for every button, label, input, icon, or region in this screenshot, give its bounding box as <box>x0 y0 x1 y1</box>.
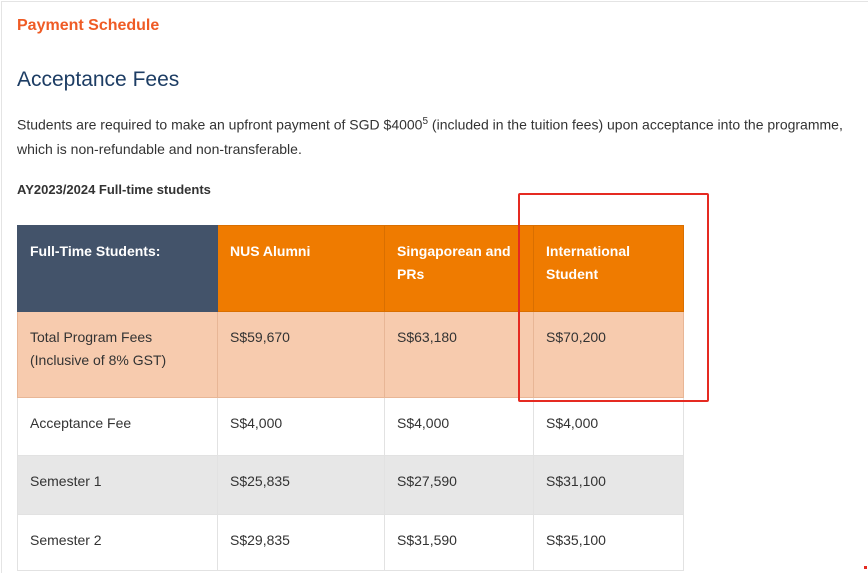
table-cell: S$31,100 <box>533 455 684 515</box>
header-cell: Full-Time Students: <box>17 225 218 312</box>
footnote-link[interactable]: 5 <box>422 116 429 127</box>
description-line2: which is non-refundable and non-transfer… <box>17 140 302 157</box>
table-cell: S$63,180 <box>384 311 534 398</box>
row-label: Semester 2 <box>17 514 218 571</box>
table-row: Semester 2 S$29,835 S$31,590 S$35,100 <box>17 514 684 571</box>
table-row: Acceptance Fee S$4,000 S$4,000 S$4,000 <box>17 397 684 456</box>
table-row: Semester 1 S$25,835 S$27,590 S$31,100 <box>17 455 684 515</box>
page-title: Acceptance Fees <box>17 68 180 91</box>
header-cell: Singaporean and PRs <box>384 225 534 312</box>
description-text: Students are required to make an upfront… <box>17 116 423 133</box>
table-cell: S$25,835 <box>217 455 385 515</box>
table-cell: S$31,590 <box>384 514 534 571</box>
row-label: Acceptance Fee <box>17 397 218 456</box>
table-caption: AY2023/2024 Full-time students <box>17 182 211 197</box>
table-cell: S$27,590 <box>384 455 534 515</box>
row-label: Semester 1 <box>17 455 218 515</box>
table-cell: S$70,200 <box>533 311 684 398</box>
header-cell: NUS Alumni <box>217 225 385 312</box>
annotation-mark <box>864 566 867 569</box>
table-cell: S$59,670 <box>217 311 385 398</box>
section-label: Payment Schedule <box>17 17 160 34</box>
row-label: Total Program Fees (Inclusive of 8% GST) <box>17 311 218 398</box>
table-cell: S$35,100 <box>533 514 684 571</box>
fee-table: Full-Time Students: NUS Alumni Singapore… <box>17 225 684 571</box>
table-cell: S$29,835 <box>217 514 385 571</box>
description: Students are required to make an upfront… <box>17 110 868 161</box>
highlight-annotation-box <box>518 193 709 402</box>
table-cell: S$4,000 <box>384 397 534 456</box>
table-cell: S$4,000 <box>217 397 385 456</box>
header-cell: International Student <box>533 225 684 312</box>
table-row: Total Program Fees (Inclusive of 8% GST)… <box>17 311 684 398</box>
table-cell: S$4,000 <box>533 397 684 456</box>
description-text-cont: (included in the tuition fees) upon acce… <box>428 116 843 133</box>
